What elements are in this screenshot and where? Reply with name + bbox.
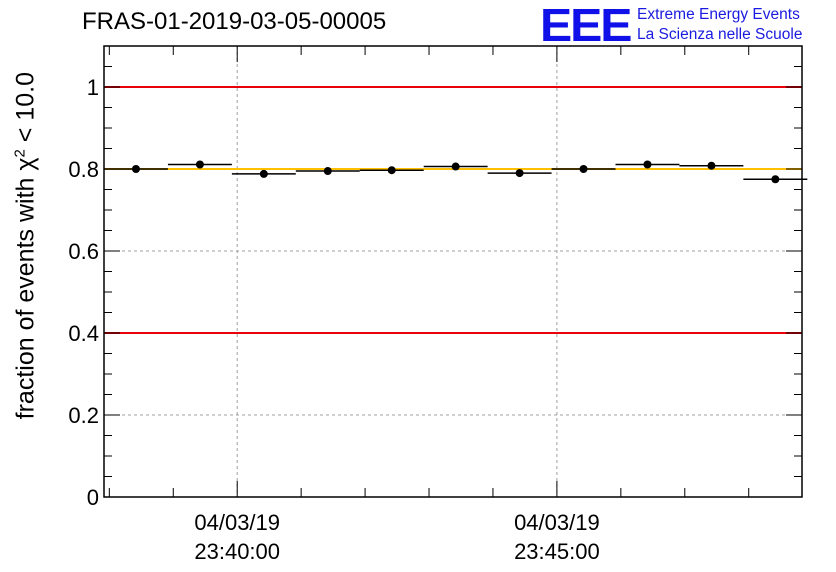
data-point xyxy=(771,175,780,184)
eee-logo-mark: EEE xyxy=(540,0,632,51)
eee-logo-line-2: La Scienza nelle Scuole xyxy=(637,26,803,43)
x-tick-label: 04/03/19 23:40:00 xyxy=(167,508,307,566)
data-point xyxy=(195,160,204,169)
data-point xyxy=(387,166,396,175)
x-tick-label: 04/03/19 23:45:00 xyxy=(487,508,627,566)
y-tick-label: 0.2 xyxy=(68,403,99,428)
y-tick-label: 0.4 xyxy=(68,321,99,346)
eee-logo: EEE Extreme Energy Events La Scienza nel… xyxy=(540,0,830,51)
x-tick-clock: 23:45:00 xyxy=(514,539,600,564)
data-point xyxy=(515,169,524,178)
data-point xyxy=(579,165,588,173)
y-tick-label: 0 xyxy=(87,485,99,510)
y-tick-label: 1 xyxy=(87,75,99,100)
y-tick-label: 0.6 xyxy=(68,239,99,264)
chart-title: FRAS-01-2019-03-05-00005 xyxy=(82,8,387,35)
y-tick-label: 0.8 xyxy=(68,157,99,182)
x-tick-date: 04/03/19 xyxy=(514,510,600,535)
plot-area xyxy=(104,46,802,497)
x-tick-clock: 23:40:00 xyxy=(194,539,281,564)
data-point xyxy=(643,160,652,169)
eee-logo-line-1: Extreme Energy Events xyxy=(637,6,800,23)
data-point xyxy=(707,161,716,170)
data-point xyxy=(259,169,268,178)
data-point xyxy=(323,167,332,176)
x-tick-date: 04/03/19 xyxy=(194,510,281,535)
data-point xyxy=(451,162,460,171)
data-point xyxy=(131,165,140,173)
